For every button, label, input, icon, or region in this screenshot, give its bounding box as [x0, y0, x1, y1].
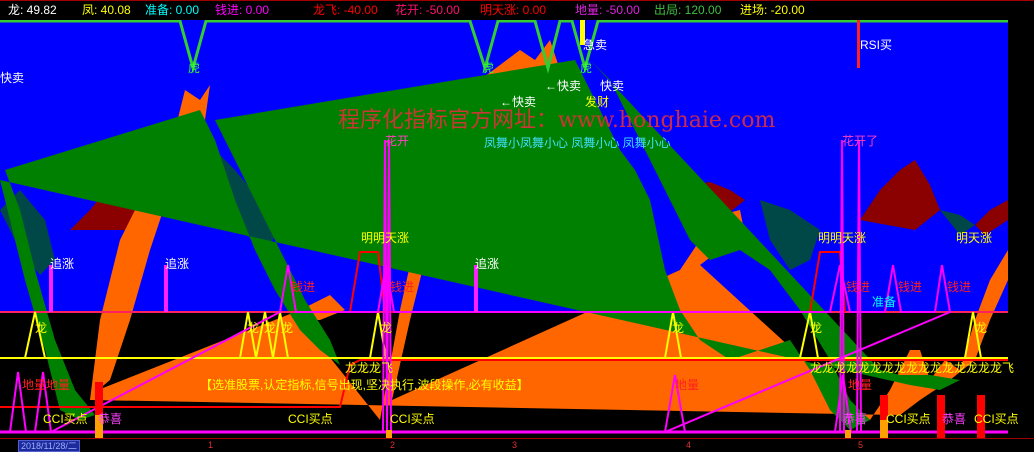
- signal-label: CCI买点: [886, 412, 931, 426]
- indicator-chart[interactable]: [0, 20, 1034, 438]
- signal-label: 龙: [672, 321, 685, 335]
- red-step-line: [0, 359, 1008, 408]
- readout-jinchang: 进场: -20.00: [740, 3, 805, 17]
- signal-label: 龙: [975, 321, 988, 335]
- zhuizhang-bars: [49, 265, 478, 312]
- signal-label: 钱进: [898, 280, 923, 294]
- readout-chuju: 出局: 120.00: [654, 3, 722, 17]
- axis-tick-label: 1: [208, 440, 214, 450]
- axis-tick-label: 3: [512, 440, 518, 450]
- signal-label: 地量地量: [22, 378, 71, 392]
- axis-date-cursor: 2018/11/28/二: [18, 440, 80, 452]
- signal-label: 花开: [385, 134, 410, 148]
- yellow-signal-bar: [580, 20, 585, 45]
- axis-tick-label: 2: [390, 440, 396, 450]
- magenta-peaks: [9, 264, 952, 434]
- readout-huakai: 花开: -50.00: [395, 3, 460, 17]
- signal-label: 钱进: [390, 280, 415, 294]
- signal-label: CCI买点: [43, 412, 88, 426]
- axis-tick-label: 4: [686, 440, 692, 450]
- signal-label: 花开了: [842, 134, 879, 148]
- signal-label: 龙: [380, 321, 393, 335]
- signal-label: 地量: [675, 378, 700, 392]
- time-axis[interactable]: 2018/11/28/二 1 2 3 4 5: [0, 438, 1034, 452]
- readout-qianjin: 钱进: 0.00: [215, 3, 270, 17]
- signal-label: 龙: [810, 321, 823, 335]
- signal-label: 追涨: [475, 257, 500, 271]
- yellow-peaks: [24, 311, 982, 359]
- readout-longfei: 龙飞: -40.00: [313, 3, 378, 17]
- top-green-line: [0, 20, 1008, 74]
- huakai-spikes: [382, 139, 862, 433]
- signal-label: 龙: [264, 321, 277, 335]
- green-band: [0, 60, 960, 430]
- signal-label: 恭喜: [843, 412, 868, 426]
- signal-label: 虎: [580, 61, 593, 75]
- signal-label: 龙: [35, 321, 48, 335]
- signal-label: CCI买点: [974, 412, 1019, 426]
- signal-label: 地量: [848, 378, 873, 392]
- signal-label: 虎: [482, 61, 495, 75]
- signal-label: 龙龙龙飞: [345, 361, 394, 375]
- signal-label: 明明天涨: [818, 231, 867, 245]
- signal-label: 钱进: [947, 280, 972, 294]
- indicator-readout-bar: 龙: 49.82 凤: 40.08 准备: 0.00 钱进: 0.00 龙飞: …: [0, 0, 1034, 20]
- signal-label: 明明天涨: [361, 231, 410, 245]
- rsi-signal-bar: [857, 20, 860, 68]
- readout-zhunbei: 准备: 0.00: [145, 3, 200, 17]
- signal-label: ←快卖: [500, 95, 537, 109]
- signal-label: 恭喜: [942, 412, 967, 426]
- signal-label: 恭喜: [98, 412, 123, 426]
- signal-label: 凤舞小凤舞小心 凤舞小心 凤舞小心: [484, 136, 671, 150]
- signal-label: 明天涨: [956, 231, 993, 245]
- signal-label: 龙: [281, 321, 294, 335]
- signal-label: 快卖: [0, 71, 25, 85]
- signal-label: ←快卖: [545, 79, 582, 93]
- signal-label: 急卖: [583, 38, 608, 52]
- signal-label: 追涨: [50, 257, 75, 271]
- watermark-text: 程序化指标官方网址：www.honghaie.com: [338, 108, 776, 133]
- signal-label: CCI买点: [390, 412, 435, 426]
- readout-mingtianzhang: 明天涨: 0.00: [480, 3, 547, 17]
- readout-feng: 凤: 40.08: [82, 3, 131, 17]
- readout-diliang: 地量: -50.00: [575, 3, 640, 17]
- signal-bars: [95, 382, 985, 438]
- signal-label: 虎: [188, 61, 201, 75]
- signal-label: 钱进: [291, 280, 316, 294]
- readout-long: 龙: 49.82: [8, 3, 57, 17]
- signal-label: 准备: [872, 295, 897, 309]
- axis-tick-label: 5: [858, 440, 864, 450]
- slogan-text: 【选准股票,认定指标,信号出现,坚决执行,波段操作,必有收益】: [200, 378, 529, 392]
- signal-label: RSI买: [860, 38, 893, 52]
- signal-label: 追涨: [165, 257, 190, 271]
- signal-label: 钱进: [846, 280, 871, 294]
- signal-label: 龙龙龙龙龙龙龙龙龙龙龙龙龙龙龙龙飞: [810, 361, 1015, 375]
- signal-label: 龙: [247, 321, 260, 335]
- signal-label: 发财: [585, 95, 610, 109]
- signal-label: CCI买点: [288, 412, 333, 426]
- signal-label: 快卖: [600, 79, 625, 93]
